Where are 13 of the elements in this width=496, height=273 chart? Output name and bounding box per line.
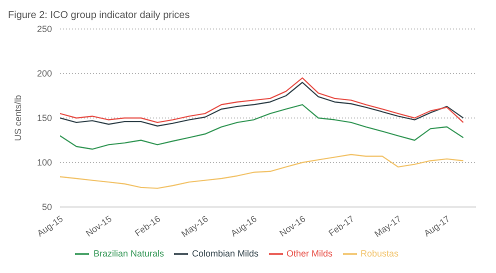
y-tick-label: 200 (36, 68, 52, 79)
legend-label: Other Milds (286, 248, 333, 258)
y-tick-label: 250 (36, 24, 52, 34)
chart-title: Figure 2: ICO group indicator daily prices (8, 9, 191, 21)
y-axis-title: US cents/lb (13, 94, 24, 142)
y-tick-label: 50 (42, 202, 52, 212)
legend-label: Colombian Milds (192, 248, 258, 258)
line-series (60, 104, 464, 150)
legend-label: Robustas (360, 248, 399, 258)
line-series (60, 154, 464, 189)
y-tick-label: 150 (36, 113, 52, 124)
y-tick-label: 100 (36, 158, 52, 168)
legend-label: Brazilian Naturals (93, 248, 164, 258)
